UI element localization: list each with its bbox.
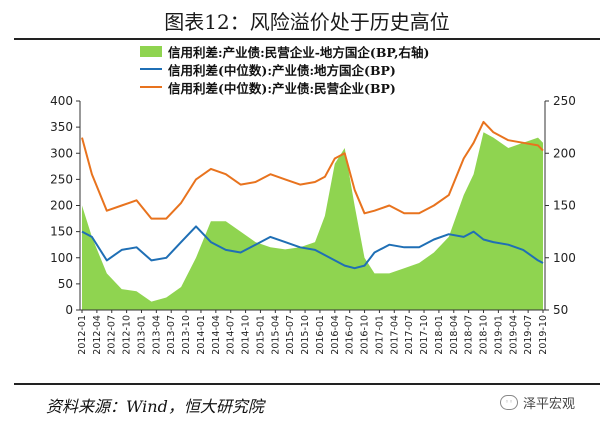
y-left-tick-label: 0 [65,303,73,317]
legend-label-private: 信用利差(中位数):产业债:民营企业(BP) [168,80,396,96]
x-tick-label: 2017-01 [374,315,385,355]
legend-item-spread-diff: 信用利差:产业债:民营企业-地方国企(BP,右轴) [140,42,560,60]
x-tick-label: 2016-07 [345,315,356,355]
x-tick-label: 2012-04 [92,315,103,355]
y-right-tick-label: 100 [553,251,576,265]
watermark: ◦◦ 泽平宏观 [500,393,575,412]
line-series-layer [81,120,544,270]
x-tick-label: 2016-04 [330,315,341,355]
legend-item-local-soe: 信用利差(中位数):产业债:地方国企(BP) [140,60,560,78]
x-tick-label: 2019-01 [493,315,504,355]
series-line-local-soe [81,225,544,270]
y-left-tick-label: 350 [50,120,73,134]
chart-title: 图表12：风险溢价处于历史高位 [164,10,450,34]
title-rule [14,38,600,40]
x-tick-label: 2017-04 [389,315,400,355]
x-tick-label: 2018-01 [434,315,445,355]
series-area-spread-diff [82,132,543,310]
x-tick-label: 2012-10 [122,315,133,355]
x-tick-label: 2015-01 [255,315,266,355]
x-tick-label: 2015-04 [270,315,281,355]
legend-swatch-area [140,45,162,57]
legend-swatch-blue [140,68,162,70]
x-tick-label: 2017-07 [404,315,415,355]
x-tick-label: 2013-04 [151,315,162,355]
legend-label-spread-diff: 信用利差:产业债:民营企业-地方国企(BP,右轴) [168,44,430,60]
x-tick-label: 2015-10 [300,315,311,355]
x-tick-label: 2012-07 [107,315,118,355]
y-right-tick-label: 250 [553,94,576,108]
x-tick-label: 2016-01 [315,315,326,355]
series-line-private [81,120,544,220]
legend-swatch-orange [140,86,162,88]
y-left-tick-label: 100 [50,251,73,265]
x-tick-label: 2013-01 [136,315,147,355]
x-tick-label: 2013-10 [181,315,192,355]
legend-label-local-soe: 信用利差(中位数):产业债:地方国企(BP) [168,62,396,78]
y-left-tick-label: 200 [50,199,73,213]
y-right-tick-label: 200 [553,146,576,160]
legend: 信用利差:产业债:民营企业-地方国企(BP,右轴) 信用利差(中位数):产业债:… [140,42,560,96]
watermark-label: 泽平宏观 [523,397,576,412]
y-left-tick-label: 400 [50,94,73,108]
y-right-tick-label: 50 [553,303,568,317]
x-tick-label: 2018-10 [479,315,490,355]
axes-layer: 0 50 100 150 200 250 300 350 400 50 100 150 200 250 20… [50,94,576,355]
x-tick-label: 2019-04 [508,315,519,355]
x-tick-label: 2014-07 [226,315,237,355]
x-tick-label: 2014-01 [196,315,207,355]
x-tick-label: 2017-10 [419,315,430,355]
y-left-tick-label: 300 [50,146,73,160]
x-tick-label: 2019-07 [523,315,534,355]
area-series-layer [82,132,543,310]
x-tick-label: 2014-04 [211,315,222,355]
x-tick-label: 2013-07 [166,315,177,355]
y-left-tick-label: 150 [50,225,73,239]
legend-item-private: 信用利差(中位数):产业债:民营企业(BP) [140,78,560,96]
chart-title-bar: 图表12：风险溢价处于历史高位 [14,2,600,36]
y-right-tick-label: 150 [553,199,576,213]
x-tick-label: 2018-04 [449,315,460,355]
x-tick-label: 2012-01 [77,315,88,355]
x-tick-label: 2015-07 [285,315,296,355]
y-left-tick-label: 50 [58,277,73,291]
footer-rule [14,383,600,385]
wechat-icon: ◦◦ [500,395,518,410]
x-tick-label: 2016-10 [360,315,371,355]
source-note: 资料来源：Wind，恒大研究院 [46,397,264,416]
x-tick-label: 2018-07 [464,315,475,355]
x-tick-label: 2014-10 [241,315,252,355]
x-tick-label: 2019-10 [538,315,549,355]
y-left-tick-label: 250 [50,172,73,186]
